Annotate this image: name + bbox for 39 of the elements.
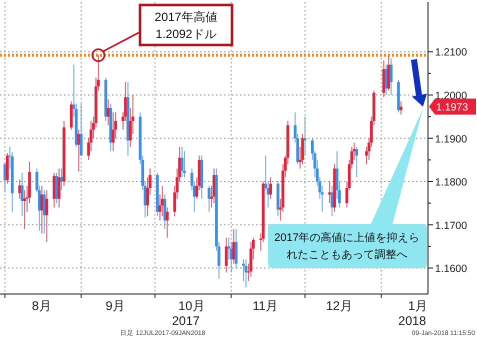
candlestick [112, 112, 115, 152]
text: 1.1973 [436, 102, 468, 114]
candlestick [208, 185, 210, 212]
candlestick [400, 100, 402, 115]
candlestick [60, 168, 63, 191]
candlestick [382, 60, 386, 98]
candlestick [230, 242, 233, 273]
candlestick [390, 58, 393, 96]
x-tick-label: 10月 [178, 299, 206, 313]
x-tick-label: 11月 [252, 299, 279, 313]
x-tick-label: 1月 [408, 299, 428, 313]
candlestick [183, 150, 186, 178]
annotation: 2017年高値 1.2092ドル [154, 10, 218, 41]
candlestick [269, 176, 272, 200]
y-tick-label: 1.2100 [435, 46, 468, 59]
y-tick-label: 1.1600 [435, 263, 468, 276]
candlestick [180, 146, 184, 178]
text: 2018 [398, 314, 426, 328]
candlestick [58, 168, 60, 208]
candlestick [301, 133, 304, 165]
candlestick [387, 56, 390, 92]
candlestick [77, 129, 80, 172]
y-tick-label: 1.1700 [435, 220, 468, 232]
candlestick [23, 190, 26, 230]
candlestick [244, 258, 248, 288]
x-tick-label: 12月 [326, 299, 353, 313]
annotation: 2017年の高値に上値を抑えられたこともあって調整へ [274, 231, 420, 261]
candlestick [55, 172, 58, 204]
candlestick [42, 190, 46, 234]
y-tick-label: 1.1800 [435, 176, 468, 189]
text: 2017 [172, 314, 200, 328]
candlestick [304, 116, 306, 156]
candlestick [234, 228, 238, 269]
candlestick [249, 242, 252, 278]
y-tick-label: 1.1900 [435, 133, 468, 146]
candlestick [45, 190, 48, 243]
candlestick [20, 172, 24, 217]
x-tick-label: 8月 [32, 299, 52, 313]
x-tick-label: 9月 [106, 299, 126, 313]
